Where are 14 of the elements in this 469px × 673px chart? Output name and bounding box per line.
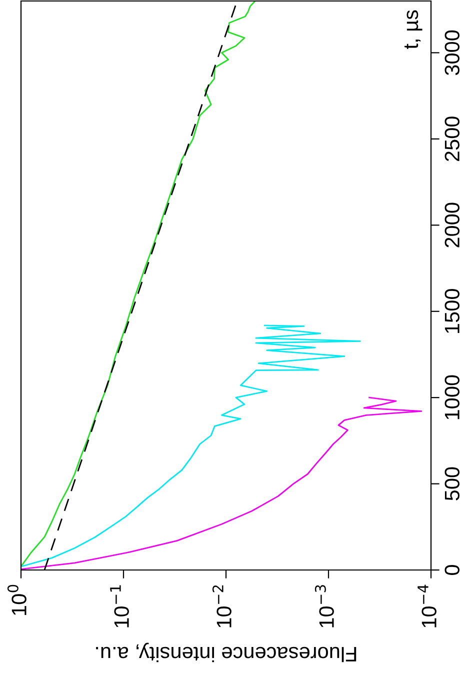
y-tick-label: 500 <box>444 467 460 500</box>
x-tick-label: 10$^{0}$ <box>7 584 26 615</box>
y-axis-title: t, µs <box>404 10 422 50</box>
x-tick-label: 10$^{−1}$ <box>110 585 129 628</box>
y-tick-label: 0 <box>444 565 460 575</box>
y-tick-label: 2000 <box>444 202 460 248</box>
y-tick-label: 1000 <box>444 375 460 420</box>
x-tick-label: 10$^{−3}$ <box>314 585 334 628</box>
x-tick-label: 10$^{−4}$ <box>418 584 436 628</box>
y-tick-label: 2500 <box>444 116 460 162</box>
x-tick-label: 10$^{−2}$ <box>212 585 232 628</box>
x-axis-title: Fluoresacence intensity, a.u. <box>96 642 356 662</box>
y-tick-label: 3000 <box>444 30 460 76</box>
y-tick-label: 1500 <box>444 289 460 333</box>
